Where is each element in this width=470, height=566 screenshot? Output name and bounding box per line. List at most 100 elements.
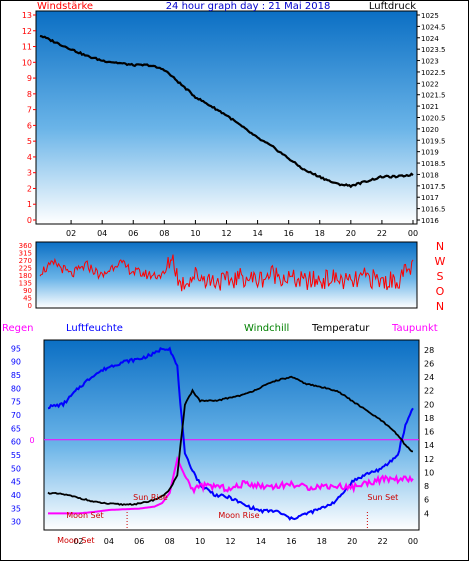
time-axis-tick-label: 00 [408,229,418,238]
legend-regen: Regen [2,323,34,334]
time-axis-tick-label: 04 [97,229,107,238]
humidity-axis-tick-label: 70 [11,411,21,420]
wind-axis-tick-label: 10 [22,58,32,67]
time-axis-tick-label: 16 [286,537,296,546]
wind-axis-tick-label: 4 [27,153,32,162]
pressure-axis-tick-label: 1019.5 [421,137,446,145]
temperature-axis-tick-label: 10 [424,468,434,477]
compass-label: O [436,285,445,298]
time-axis-tick-label: 00 [408,537,418,546]
pressure-axis-tick-label: 1024 [421,35,439,43]
temperature-axis-tick-label: 28 [424,346,434,355]
pressure-axis-tick-label: 1019 [421,149,439,157]
time-axis-tick-label: 22 [377,537,387,546]
direction-axis-tick-label: 225 [19,265,32,273]
time-axis-tick-label: 06 [134,537,144,546]
time-axis-tick-label: 10 [195,537,205,546]
pressure-axis-tick-label: 1018 [421,171,439,179]
legend-temperatur: Temperatur [311,323,370,334]
time-axis-tick-label: 04 [104,537,114,546]
humidity-axis-tick-label: 30 [11,518,21,527]
astro-annotation: Moon Rise [218,511,259,520]
series-luftfeuchte [47,346,414,521]
header-left-label: Windstärke [37,1,93,12]
time-axis-tick-label: 02 [73,537,83,546]
time-axis-tick-label: 16 [284,229,294,238]
wind-axis-tick-label: 9 [27,74,32,83]
direction-axis-tick-label: 90 [23,287,32,295]
time-axis-tick-label: 08 [159,229,169,238]
pressure-axis-tick-label: 1022.5 [421,69,446,77]
series-windrichtung [39,254,414,292]
pressure-axis-tick-label: 1016.5 [421,206,446,214]
pressure-axis-tick-label: 1020 [421,126,439,134]
temperature-axis-tick-label: 14 [424,441,434,450]
humidity-axis-tick-label: 35 [11,504,21,513]
astro-annotation: Moon Set [57,536,94,545]
series-taupunkt [48,455,414,515]
temperature-axis-tick-label: 24 [424,373,434,382]
pressure-axis-tick-label: 1017 [421,194,439,202]
temperature-axis-tick-label: 20 [424,400,434,409]
humidity-axis-tick-label: 40 [11,491,21,500]
temperature-axis-tick-label: 16 [424,428,434,437]
wind-axis-tick-label: 3 [27,169,32,178]
legend-windchill: Windchill [244,323,289,334]
time-axis-tick-label: 08 [165,537,175,546]
time-axis-tick-label: 06 [128,229,138,238]
pressure-axis-tick-label: 1020.5 [421,115,446,123]
humidity-axis-tick-label: 90 [11,358,21,367]
compass-label: W [435,255,446,268]
wind-axis-tick-label: 11 [22,43,32,52]
time-axis-tick-label: 12 [221,229,231,238]
humidity-axis-tick-label: 60 [11,438,21,447]
temperature-axis-tick-label: 12 [424,455,434,464]
legend-taupunkt: Taupunkt [391,323,438,334]
series-temperatur [47,375,414,507]
temperature-axis-tick-label: 8 [424,482,429,491]
time-axis-tick-label: 14 [256,537,266,546]
wind-axis-tick-label: 1 [27,200,32,209]
astro-annotation: Sun Rise [133,493,168,502]
pressure-axis-tick-label: 1017.5 [421,183,446,191]
temperature-axis-tick-label: 4 [424,509,429,518]
direction-axis-tick-label: 0 [28,302,32,310]
pressure-axis-tick-label: 1021.5 [421,92,446,100]
pressure-axis-tick-label: 1024.5 [421,23,446,31]
time-axis-tick-label: 18 [317,537,327,546]
wind-axis-tick-label: 8 [27,90,32,99]
humidity-axis-tick-label: 80 [11,384,21,393]
astro-annotation: Sun Set [367,493,398,502]
humidity-temperature-chart: 30 35 40 45 50 55 60 65 70 75 80 85 90 95 4 6 8 10 12 14 16 1… [11,344,434,546]
humidity-temp-plot-area [43,339,420,531]
humidity-axis-tick-label: 50 [11,464,21,473]
humidity-axis-tick-label: 95 [11,344,21,353]
chart-title: 24 hour graph day : 21 Mai 2018 [166,1,331,12]
series-luftdruck [39,34,414,189]
humidity-axis-tick-label: 55 [11,451,21,460]
compass-label: N [436,240,444,253]
wind-axis-tick-label: 2 [27,184,32,193]
pressure-axis-tick-label: 1018.5 [421,160,446,168]
wind-axis-tick-label: 13 [22,11,32,20]
direction-axis-tick-label: 315 [19,250,32,258]
pressure-axis-tick-label: 1025 [421,12,439,20]
humidity-axis-tick-label: 45 [11,478,21,487]
temperature-axis-tick-label: 6 [424,496,429,505]
direction-axis-tick-label: 45 [23,295,32,303]
humidity-axis-tick-label: 85 [11,371,21,380]
direction-axis-tick-label: 180 [19,272,32,280]
time-axis-tick-label: 20 [346,229,356,238]
reference-line-label: 0 [29,436,34,445]
wind-pressure-plot-area [35,10,418,225]
direction-axis-tick-label: 135 [19,280,32,288]
time-axis-tick-label: 14 [252,229,262,238]
astro-annotation: Moon Set [66,511,103,520]
wind-pressure-chart: 01234567891011121310161016.510171017.510… [22,11,446,238]
pressure-axis-tick-label: 1023 [421,58,439,66]
compass-label: N [436,300,444,313]
direction-axis-tick-label: 360 [19,242,32,250]
time-axis-tick-label: 02 [66,229,76,238]
time-axis-tick-label: 12 [225,537,235,546]
